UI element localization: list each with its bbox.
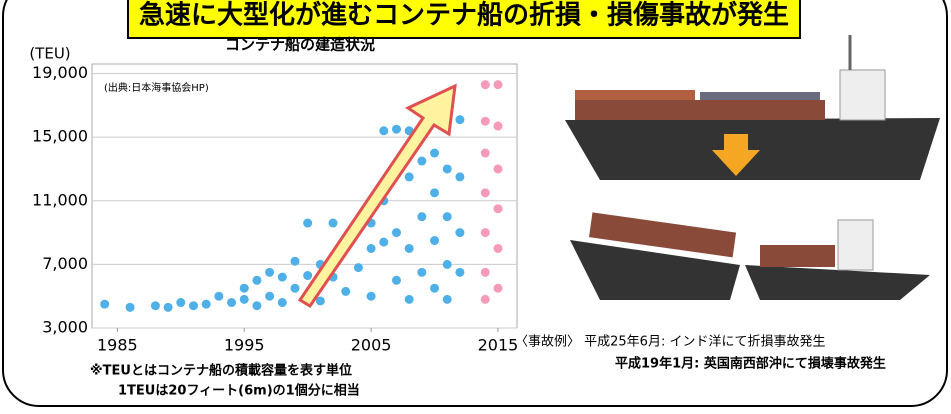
y-tick-label: 11,000 — [32, 190, 88, 209]
point — [455, 228, 464, 237]
incident: 平成19年1月: 英国南西部沖にて損壊事故発生 — [615, 356, 886, 372]
slide-title: 急速に大型化が進むコンテナ船の折損・損傷事故が発生 — [139, 0, 789, 31]
point — [493, 204, 502, 213]
note: ※TEUとはコンテナ船の積載容量を表す単位 — [90, 363, 352, 379]
point — [430, 284, 439, 293]
point — [417, 268, 426, 277]
point — [430, 149, 439, 158]
point — [405, 172, 414, 181]
point — [379, 126, 388, 135]
x-tick-label: 1995 — [224, 336, 265, 355]
point — [214, 292, 223, 301]
point — [481, 80, 490, 89]
point — [455, 172, 464, 181]
point — [341, 287, 350, 296]
incident: 〈事故例〉 平成25年6月: インド洋にて折損事故発生 — [515, 335, 825, 350]
point — [227, 298, 236, 307]
point — [189, 301, 198, 310]
point — [493, 164, 502, 173]
point — [493, 80, 502, 89]
point — [443, 212, 452, 221]
y-tick-label: 19,000 — [32, 63, 88, 82]
point — [481, 149, 490, 158]
point — [481, 117, 490, 126]
point — [481, 268, 490, 277]
point — [481, 188, 490, 197]
point — [455, 268, 464, 277]
point — [367, 244, 376, 253]
point — [379, 238, 388, 247]
point — [417, 157, 426, 166]
point — [392, 228, 401, 237]
point — [405, 244, 414, 253]
x-tick-label: 2005 — [351, 336, 392, 355]
point — [493, 244, 502, 253]
point — [354, 263, 363, 272]
point — [405, 295, 414, 304]
point — [455, 115, 464, 124]
y-axis-label: (TEU) — [29, 45, 70, 63]
point — [392, 125, 401, 134]
point — [252, 301, 261, 310]
x-tick-label: 1985 — [97, 336, 138, 355]
point — [278, 298, 287, 307]
point — [329, 219, 338, 228]
point — [290, 257, 299, 266]
point — [290, 284, 299, 293]
point — [100, 300, 109, 309]
point — [252, 276, 261, 285]
y-tick-label: 3,000 — [42, 318, 88, 337]
point — [176, 298, 185, 307]
point — [303, 271, 312, 280]
chart-title: コンテナ船の建造状況 — [225, 36, 375, 54]
point — [417, 212, 426, 221]
note: 1TEUは20フィート(6m)の1個分に相当 — [118, 383, 360, 399]
point — [430, 236, 439, 245]
point — [392, 276, 401, 285]
annotation: (出典:日本海事協会HP) — [104, 81, 209, 94]
point — [164, 303, 173, 312]
point — [443, 295, 452, 304]
point — [443, 164, 452, 173]
point — [303, 219, 312, 228]
point — [367, 292, 376, 301]
y-tick-label: 15,000 — [32, 127, 88, 146]
point — [126, 303, 135, 312]
point — [443, 260, 452, 269]
point — [481, 295, 490, 304]
point — [265, 268, 274, 277]
point — [265, 292, 274, 301]
y-tick-label: 7,000 — [42, 254, 88, 273]
slide: 急速に大型化が進むコンテナ船の折損・損傷事故が発生 コンテナ船の建造状況 (TE… — [0, 0, 951, 410]
point — [493, 122, 502, 131]
point — [151, 301, 160, 310]
point — [278, 273, 287, 282]
point — [240, 284, 249, 293]
point — [202, 300, 211, 309]
point — [481, 228, 490, 237]
point — [430, 188, 439, 197]
x-tick-label: 2015 — [478, 336, 519, 355]
point — [240, 295, 249, 304]
point — [493, 284, 502, 293]
